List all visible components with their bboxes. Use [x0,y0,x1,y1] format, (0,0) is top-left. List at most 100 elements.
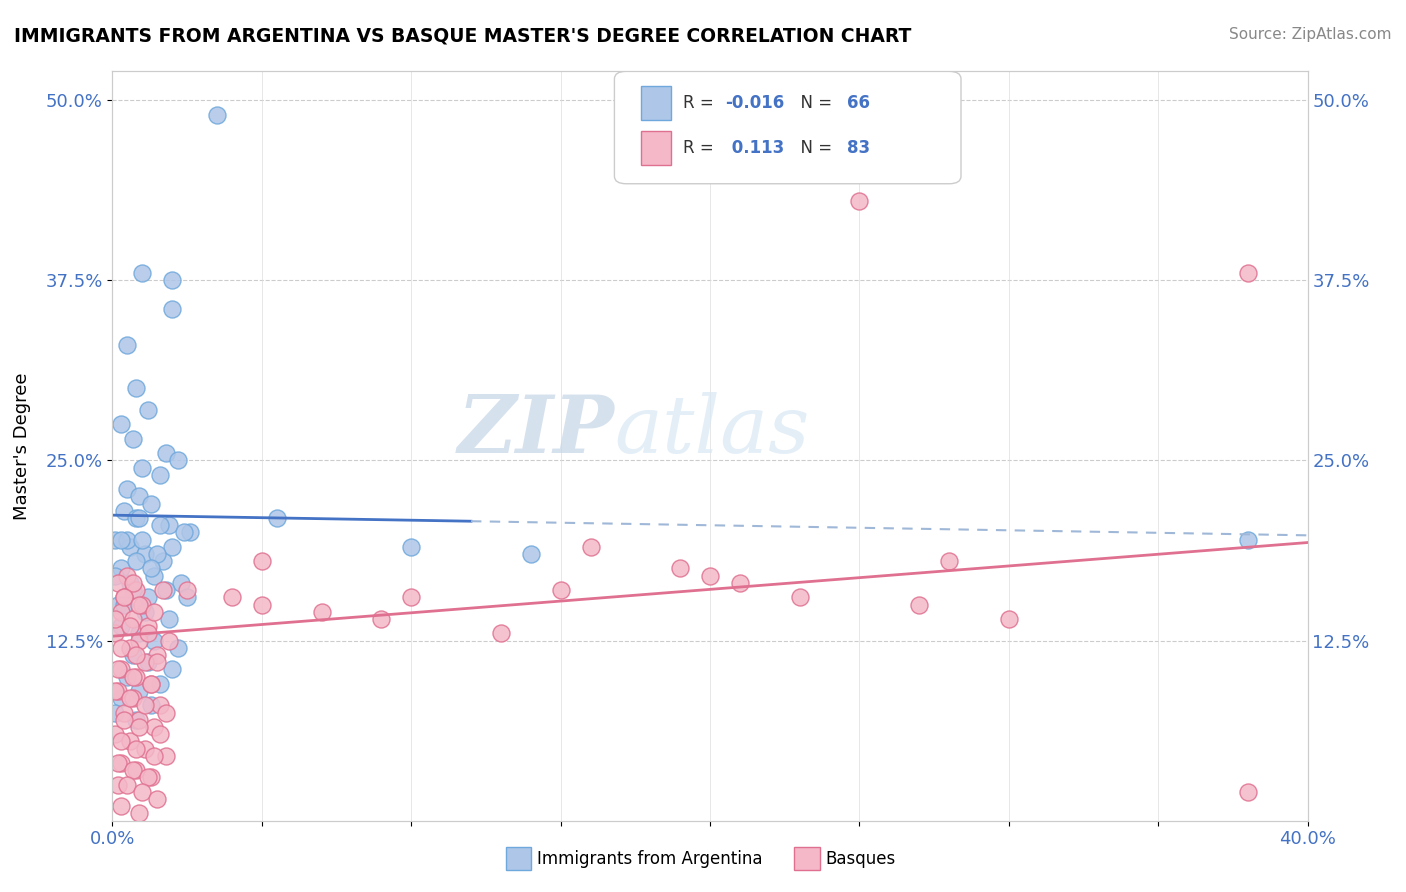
Point [789,591,811,605]
Point [489,626,512,640]
Point [107,684,129,698]
Point [167,640,190,655]
Point [138,619,160,633]
Point [149,677,172,691]
Point [141,771,163,785]
Point [125,511,148,525]
Point [205,107,228,121]
Y-axis label: Master's Degree: Master's Degree [14,372,31,520]
Point [117,482,139,496]
Point [120,734,142,748]
Point [122,691,145,706]
Point [131,460,153,475]
Point [110,662,132,676]
Point [141,677,163,691]
Point [176,583,198,598]
Point [141,698,163,713]
Point [107,662,129,676]
Point [122,763,145,777]
Point [120,575,142,590]
Point [122,583,145,598]
Point [122,612,145,626]
Point [110,691,132,706]
Point [134,698,156,713]
Point [110,417,132,432]
FancyBboxPatch shape [614,71,962,184]
Point [117,778,139,792]
Point [141,677,163,691]
Point [128,511,150,525]
Point [131,266,153,280]
Point [125,763,148,777]
Point [1237,266,1260,280]
Point [125,381,148,395]
Point [155,583,177,598]
Point [848,194,870,208]
Point [162,302,183,317]
Point [167,453,190,467]
Point [122,669,145,683]
Point [110,605,132,619]
Point [104,727,127,741]
Point [110,561,132,575]
Point [250,554,273,568]
Text: -0.016: -0.016 [725,94,785,112]
Text: Source: ZipAtlas.com: Source: ZipAtlas.com [1229,27,1392,42]
Point [107,778,129,792]
Point [146,648,169,662]
Point [122,432,145,446]
Point [104,533,127,547]
Point [152,583,174,598]
Point [149,467,172,482]
Point [104,568,127,582]
Point [114,591,135,605]
Text: atlas: atlas [614,392,810,470]
Point [134,741,156,756]
Point [146,655,169,669]
Point [122,575,145,590]
Point [728,575,751,590]
Point [669,561,692,575]
Point [107,575,129,590]
Point [179,525,201,540]
Point [520,547,543,561]
Point [146,547,169,561]
Point [176,591,198,605]
Point [221,591,243,605]
Point [117,568,139,582]
Point [120,640,142,655]
Point [110,734,132,748]
Point [114,504,135,518]
Point [128,720,150,734]
Point [114,598,135,612]
Point [143,748,166,763]
Text: R =: R = [682,139,718,157]
Text: N =: N = [790,94,838,112]
Point [579,540,602,554]
Point [131,533,153,547]
Point [110,799,132,814]
Point [146,792,169,806]
Point [1237,785,1260,799]
Point [938,554,960,568]
Point [128,713,150,727]
Text: 83: 83 [848,139,870,157]
Point [125,583,148,598]
Text: R =: R = [682,94,718,112]
Point [998,612,1021,626]
Point [138,591,160,605]
Point [370,612,392,626]
Point [125,741,148,756]
Point [107,598,129,612]
Point [155,706,177,720]
Point [138,655,160,669]
Point [110,640,132,655]
Point [401,591,423,605]
Point [104,612,127,626]
Point [1237,533,1260,547]
Point [110,533,132,547]
Point [143,605,166,619]
Point [250,598,273,612]
Point [120,540,142,554]
FancyBboxPatch shape [641,131,671,164]
